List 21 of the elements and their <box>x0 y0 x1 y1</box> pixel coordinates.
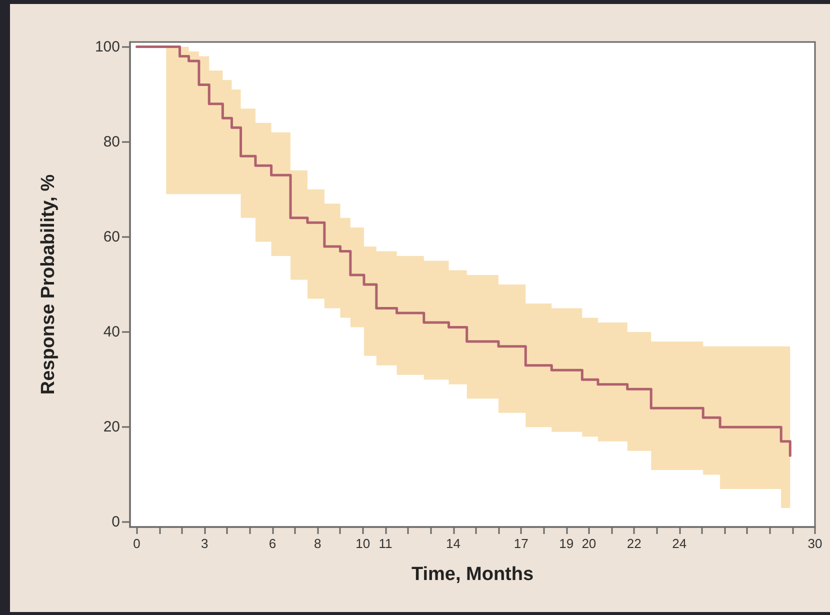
y-tick-label: 0 <box>112 514 120 531</box>
x-tick-label: 3 <box>200 536 208 551</box>
x-axis-title: Time, Months <box>411 564 534 585</box>
x-tick-label: 19 <box>559 536 574 551</box>
x-tick-label: 22 <box>626 536 642 551</box>
y-tick-label: 100 <box>94 38 120 56</box>
x-tick-label: 30 <box>808 536 822 551</box>
y-tick-label: 60 <box>103 228 120 246</box>
x-tick-label: 8 <box>314 536 322 551</box>
y-tick-label: 80 <box>103 133 120 150</box>
x-tick-label: 6 <box>268 536 276 551</box>
x-tick-label: 11 <box>378 536 392 551</box>
x-tick-label: 10 <box>356 536 370 551</box>
y-axis-title: Response Probability, % <box>38 174 59 395</box>
x-tick-label: 17 <box>514 536 528 551</box>
x-tick-label: 24 <box>672 536 687 551</box>
x-tick-label: 20 <box>582 536 596 551</box>
x-tick-label: 0 <box>133 536 140 551</box>
y-tick-label: 20 <box>103 418 120 436</box>
x-tick-label: 14 <box>446 536 461 551</box>
y-tick-label: 40 <box>103 324 120 341</box>
